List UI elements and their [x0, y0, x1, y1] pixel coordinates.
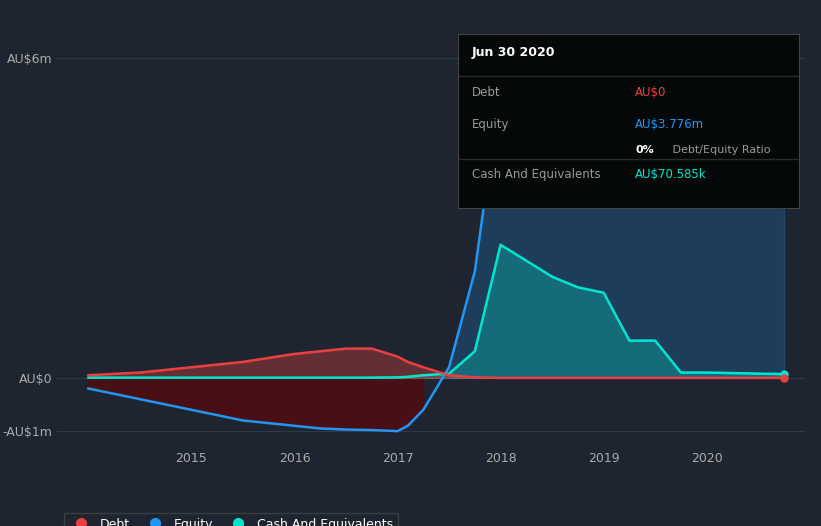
Text: Equity: Equity [472, 117, 509, 130]
Legend: Debt, Equity, Cash And Equivalents: Debt, Equity, Cash And Equivalents [64, 513, 398, 526]
Text: Debt: Debt [472, 86, 500, 99]
Text: 0%: 0% [635, 145, 654, 155]
Text: Debt/Equity Ratio: Debt/Equity Ratio [669, 145, 771, 155]
Text: Jun 30 2020: Jun 30 2020 [472, 46, 555, 59]
Text: Cash And Equivalents: Cash And Equivalents [472, 168, 600, 181]
Text: AU$3.776m: AU$3.776m [635, 117, 704, 130]
Text: AU$0: AU$0 [635, 86, 667, 99]
Text: AU$70.585k: AU$70.585k [635, 168, 707, 181]
